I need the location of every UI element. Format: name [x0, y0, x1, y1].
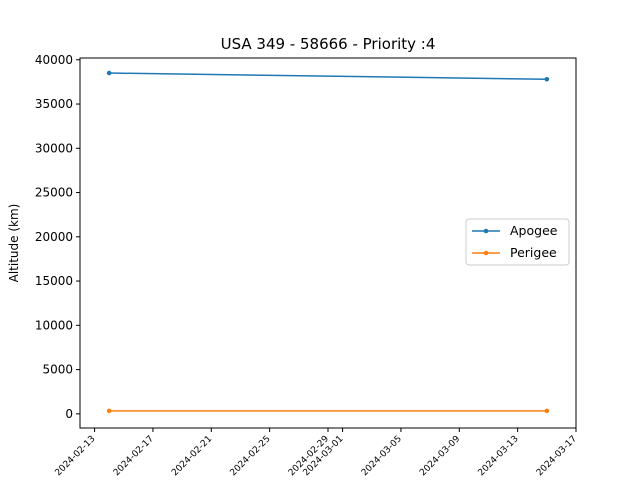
y-tick-label: 35000 — [35, 97, 73, 111]
apogee-point — [106, 70, 112, 76]
y-tick-label: 0 — [65, 407, 73, 421]
y-axis-ticks: 0 5000 10000 15000 20000 25000 30000 35000 40000 — [35, 53, 80, 421]
chart-title: USA 349 - 58666 - Priority :4 — [221, 35, 436, 53]
y-tick-label: 30000 — [35, 141, 73, 155]
y-tick-label: 5000 — [42, 363, 73, 377]
series-layer — [106, 70, 550, 414]
apogee-line — [109, 72, 547, 80]
y-tick-label: 25000 — [35, 186, 73, 200]
y-axis-label: Altitude (km) — [7, 204, 21, 283]
y-tick-label: 15000 — [35, 274, 73, 288]
perigee-point — [106, 408, 112, 414]
y-tick-label: 10000 — [35, 318, 73, 332]
legend-perigee-marker — [483, 250, 489, 256]
legend: Apogee Perigee — [465, 218, 570, 266]
apogee-point — [544, 76, 550, 82]
legend-apogee-marker — [483, 228, 489, 234]
y-tick-label: 20000 — [35, 230, 73, 244]
legend-perigee-label: Perigee — [510, 245, 557, 260]
perigee-point — [544, 408, 550, 414]
y-tick-label: 40000 — [35, 53, 73, 67]
legend-apogee-label: Apogee — [510, 223, 558, 238]
